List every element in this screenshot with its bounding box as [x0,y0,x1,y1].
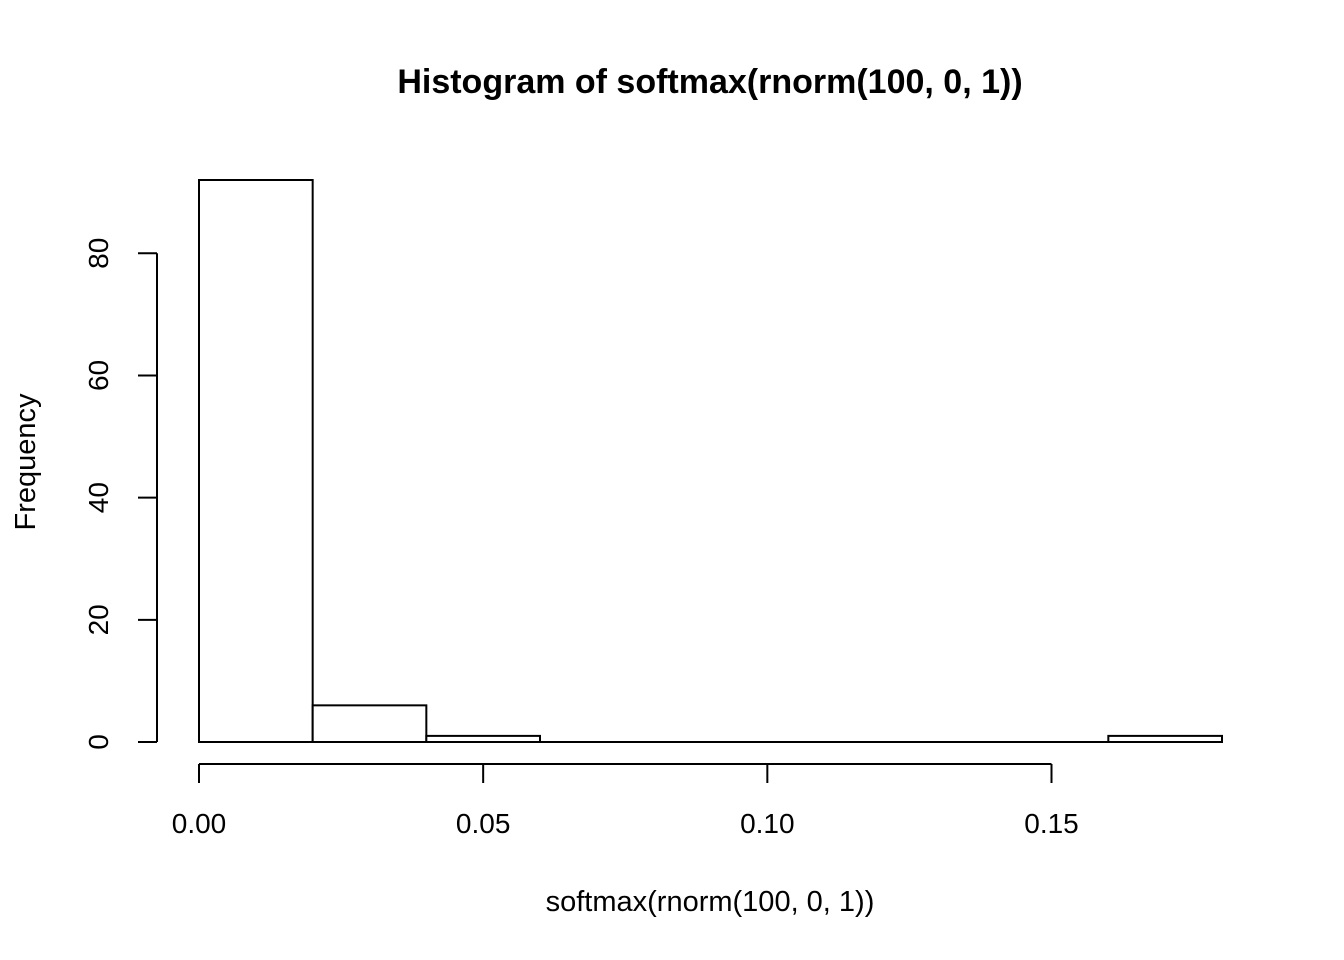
y-tick-label-5: 80 [83,238,114,269]
y-tick-label-3: 40 [83,482,114,513]
y-axis-label: Frequency [10,393,42,531]
x-axis: 0.00 0.05 0.10 0.15 [172,763,1079,839]
x-tick-label-4: 0.15 [1024,808,1079,839]
x-tick-label-3: 0.10 [740,808,795,839]
histogram-bar-3 [425,734,542,743]
histogram-bar-1 [198,179,314,743]
x-tick-label-1: 0.00 [172,808,227,839]
chart-title: Histogram of softmax(rnorm(100, 0, 1)) [397,63,1022,101]
histogram-bar-9 [1107,734,1224,743]
y-tick-label-4: 60 [83,360,114,391]
x-tick-label-2: 0.05 [456,808,511,839]
y-axis: 0 20 40 60 80 [83,238,158,750]
x-axis-label: softmax(rnorm(100, 0, 1)) [546,886,875,918]
histogram-bars [198,179,1224,744]
y-tick-label-2: 20 [83,604,114,635]
y-tick-label-1: 0 [83,734,114,750]
histogram-bar-2 [311,704,428,744]
